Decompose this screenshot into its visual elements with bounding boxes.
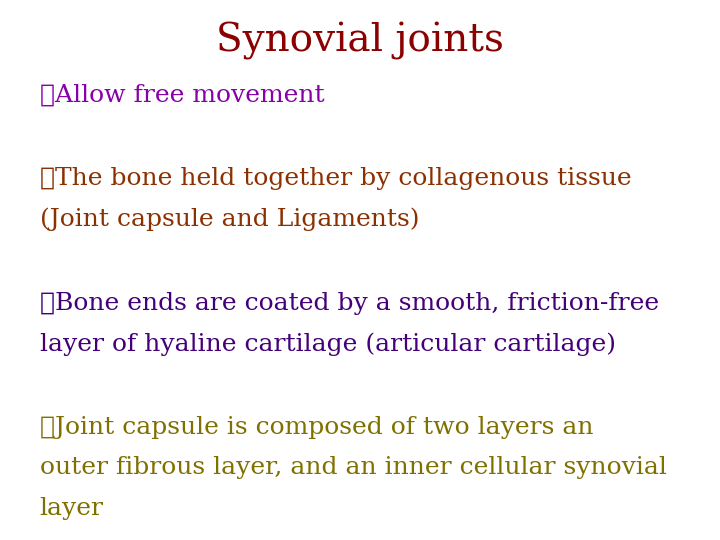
Text: outer fibrous layer, and an inner cellular synovial: outer fibrous layer, and an inner cellul… bbox=[40, 456, 667, 480]
Text: layer of hyaline cartilage (articular cartilage): layer of hyaline cartilage (articular ca… bbox=[40, 332, 616, 356]
Text: ☆Joint capsule is composed of two layers an: ☆Joint capsule is composed of two layers… bbox=[40, 416, 593, 439]
Text: ☆Allow free movement: ☆Allow free movement bbox=[40, 84, 324, 107]
Text: ☆Bone ends are coated by a smooth, friction-free: ☆Bone ends are coated by a smooth, frict… bbox=[40, 292, 659, 315]
Text: Synovial joints: Synovial joints bbox=[216, 22, 504, 59]
Text: layer: layer bbox=[40, 497, 104, 520]
Text: (Joint capsule and Ligaments): (Joint capsule and Ligaments) bbox=[40, 208, 419, 232]
Text: ☆The bone held together by collagenous tissue: ☆The bone held together by collagenous t… bbox=[40, 167, 631, 191]
